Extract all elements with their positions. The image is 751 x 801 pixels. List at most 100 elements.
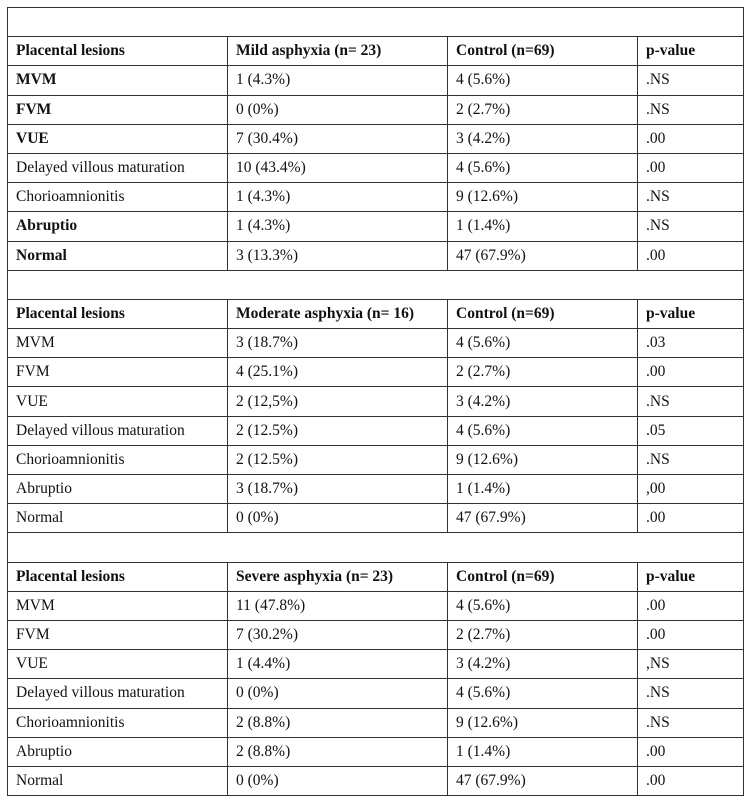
value-cell: 1 (1.4%) [447, 211, 638, 242]
value-cell: .00 [637, 619, 744, 651]
value-cell: 47 (67.9%) [447, 765, 638, 797]
value-cell: ,00 [637, 473, 744, 505]
value-cell: 1 (4.3%) [227, 65, 448, 96]
lesion-cell: VUE [7, 386, 228, 417]
value-cell: 4 (5.6%) [447, 152, 638, 184]
data-row: MVM 3 (18.7%) 4 (5.6%) .03 [7, 328, 744, 359]
value-cell: 0 (0%) [227, 765, 448, 797]
header-cell: Mild asphyxia (n= 23) [227, 36, 448, 67]
value-cell: .00 [637, 736, 744, 767]
data-row: Normal 0 (0%) 47 (67.9%) .00 [7, 503, 744, 534]
value-cell: ,NS [637, 649, 744, 680]
value-cell: 9 (12.6%) [447, 707, 638, 738]
value-cell: 3 (18.7%) [227, 473, 448, 505]
value-cell: 3 (18.7%) [227, 328, 448, 359]
value-cell: .00 [637, 590, 744, 621]
lesion-cell: Normal [7, 503, 228, 534]
lesion-cell: Chorioamnionitis [7, 444, 228, 476]
lesion-cell: VUE [7, 649, 228, 680]
value-cell: 2 (12.5%) [227, 444, 448, 476]
lesion-cell: Chorioamnionitis [7, 707, 228, 738]
value-cell: 2 (8.8%) [227, 707, 448, 738]
header-row: Placental lesions Mild asphyxia (n= 23) Co… [7, 36, 744, 67]
value-cell: .00 [637, 240, 744, 271]
header-cell: Control (n=69) [447, 298, 638, 330]
value-cell: .NS [637, 386, 744, 417]
value-cell: .00 [637, 357, 744, 388]
value-cell: 2 (8.8%) [227, 736, 448, 767]
value-cell: .00 [637, 765, 744, 797]
lesion-cell: MVM [7, 590, 228, 621]
lesion-cell: FVM [7, 94, 228, 125]
value-cell: .NS [637, 678, 744, 709]
lesion-cell: MVM [7, 328, 228, 359]
header-cell: Control (n=69) [447, 36, 638, 67]
value-cell: 2 (12,5%) [227, 386, 448, 417]
data-row: MVM 1 (4.3%) 4 (5.6%) .NS [7, 65, 744, 96]
header-cell: Control (n=69) [447, 561, 638, 592]
data-row: Delayed villous maturation 0 (0%) 4 (5.6%)… [7, 678, 744, 709]
spacer-cell [7, 6, 744, 38]
value-cell: .NS [637, 707, 744, 738]
lesion-cell: Abruptio [7, 736, 228, 767]
header-cell: Placental lesions [7, 36, 228, 67]
lesion-cell: Abruptio [7, 211, 228, 242]
spacer-row [7, 532, 744, 563]
value-cell: 11 (47.8%) [227, 590, 448, 621]
spacer-cell [7, 532, 744, 563]
header-row: Placental lesions Moderate asphyxia (n= 1… [7, 298, 744, 330]
value-cell: .NS [637, 444, 744, 476]
value-cell: 0 (0%) [227, 94, 448, 125]
value-cell: 2 (2.7%) [447, 94, 638, 125]
data-row: VUE 1 (4.4%) 3 (4.2%) ,NS [7, 649, 744, 680]
data-row: MVM 11 (47.8%) 4 (5.6%) .00 [7, 590, 744, 621]
data-row: Normal 0 (0%) 47 (67.9%) .00 [7, 765, 744, 797]
data-row: Delayed villous maturation 10 (43.4%) 4 (5… [7, 152, 744, 184]
data-row: Abruptio 2 (8.8%) 1 (1.4%) .00 [7, 736, 744, 767]
data-row: Abruptio 3 (18.7%) 1 (1.4%) ,00 [7, 473, 744, 505]
value-cell: 1 (4.3%) [227, 211, 448, 242]
data-row: Normal 3 (13.3%) 47 (67.9%) .00 [7, 240, 744, 271]
data-row: Delayed villous maturation 2 (12.5%) 4 (5.… [7, 415, 744, 446]
lesion-cell: Chorioamnionitis [7, 182, 228, 213]
header-cell: p-value [637, 561, 744, 592]
value-cell: 1 (4.4%) [227, 649, 448, 680]
data-row: Abruptio 1 (4.3%) 1 (1.4%) .NS [7, 211, 744, 242]
data-row: FVM 0 (0%) 2 (2.7%) .NS [7, 94, 744, 125]
value-cell: .00 [637, 152, 744, 184]
header-cell: Placental lesions [7, 298, 228, 330]
spacer-row [7, 269, 744, 300]
value-cell: 3 (13.3%) [227, 240, 448, 271]
spacer-row [7, 6, 744, 38]
value-cell: .NS [637, 211, 744, 242]
header-row: Placental lesions Severe asphyxia (n= 23)… [7, 561, 744, 592]
header-cell: Severe asphyxia (n= 23) [227, 561, 448, 592]
value-cell: 0 (0%) [227, 503, 448, 534]
value-cell: 4 (5.6%) [447, 415, 638, 446]
lesion-cell: Abruptio [7, 473, 228, 505]
lesion-cell: Normal [7, 240, 228, 271]
value-cell: 10 (43.4%) [227, 152, 448, 184]
value-cell: 4 (5.6%) [447, 678, 638, 709]
value-cell: .00 [637, 123, 744, 154]
value-cell: 2 (2.7%) [447, 357, 638, 388]
value-cell: 7 (30.2%) [227, 619, 448, 651]
lesion-cell: Delayed villous maturation [7, 415, 228, 446]
spacer-cell [7, 269, 744, 300]
value-cell: 47 (67.9%) [447, 503, 638, 534]
lesion-cell: VUE [7, 123, 228, 154]
value-cell: 1 (4.3%) [227, 182, 448, 213]
value-cell: .05 [637, 415, 744, 446]
value-cell: .03 [637, 328, 744, 359]
value-cell: 2 (12.5%) [227, 415, 448, 446]
lesion-cell: FVM [7, 619, 228, 651]
data-row: FVM 7 (30.2%) 2 (2.7%) .00 [7, 619, 744, 651]
value-cell: .NS [637, 94, 744, 125]
value-cell: 0 (0%) [227, 678, 448, 709]
value-cell: 4 (5.6%) [447, 65, 638, 96]
value-cell: 1 (1.4%) [447, 473, 638, 505]
value-cell: .NS [637, 182, 744, 213]
value-cell: 4 (5.6%) [447, 590, 638, 621]
table-body: Placental lesions Mild asphyxia (n= 23) Co… [7, 6, 744, 797]
